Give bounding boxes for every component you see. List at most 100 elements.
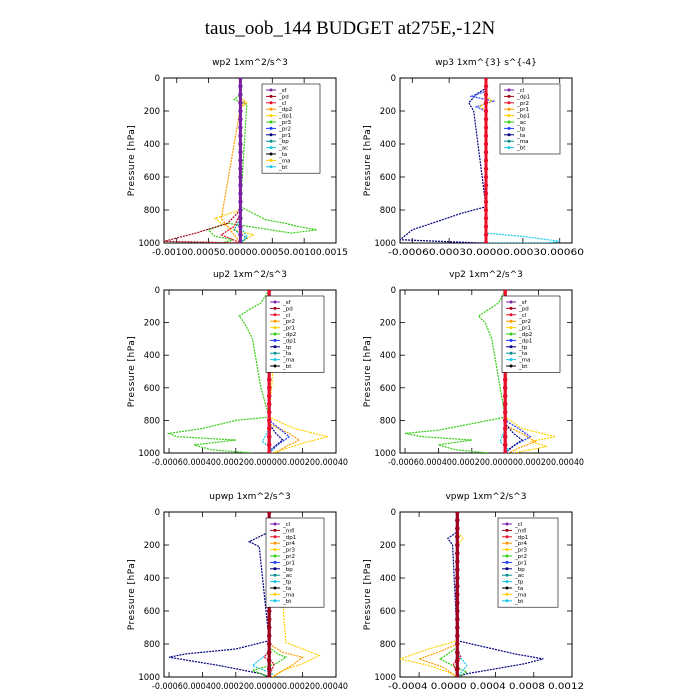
- legend-entry: _pr2: [514, 554, 527, 560]
- legend-marker: [509, 345, 513, 349]
- series-line-bt: [261, 290, 274, 453]
- series-marker: [455, 584, 460, 589]
- y-tick-label: 0: [155, 286, 160, 296]
- legend-entry: _pr3: [282, 548, 296, 554]
- series-marker: [455, 608, 460, 614]
- legend-entry: _sf: [518, 300, 528, 306]
- series-marker: [483, 133, 489, 138]
- legend-entry: _dp1: [278, 114, 292, 120]
- series-line-pr1: [404, 290, 506, 453]
- legend-marker: [273, 548, 277, 552]
- series-marker: [503, 401, 508, 407]
- y-tick-label: 600: [144, 607, 160, 617]
- series-marker: [238, 141, 243, 147]
- series-marker: [267, 418, 272, 423]
- series-marker: [455, 658, 460, 663]
- legend: _cl_dp1_pr2_pr1_bp1_ac_tp_ta_ma_bt: [499, 83, 561, 155]
- y-tick-label: 0: [391, 74, 396, 84]
- legend-entry: _ma: [282, 592, 294, 598]
- series-marker: [238, 232, 243, 237]
- legend-marker: [509, 332, 513, 336]
- legend-entry: _ma: [518, 358, 530, 364]
- legend-entry: _mfl: [514, 528, 527, 534]
- series-marker: [503, 393, 508, 399]
- series-marker: [238, 183, 243, 188]
- legend-marker: [507, 94, 511, 98]
- series-marker: [455, 600, 460, 605]
- series-marker: [455, 641, 460, 647]
- series-marker: [455, 534, 460, 539]
- series-marker: [483, 216, 489, 221]
- series-marker: [267, 658, 272, 663]
- legend-marker: [269, 94, 273, 98]
- legend-entry: _ma: [278, 158, 290, 164]
- legend-entry: _pd: [278, 94, 289, 100]
- y-tick-label: 800: [380, 416, 396, 426]
- series-marker: [267, 674, 272, 677]
- legend-entry: _pr1: [282, 560, 295, 566]
- legend-marker: [273, 306, 277, 310]
- series-line-bt: [239, 78, 248, 243]
- y-tick-label: 1000: [138, 449, 160, 459]
- x-tick-labels: -0.00060.00030.00000.00030.00060: [388, 248, 584, 258]
- legend-entry: _dp1: [514, 535, 528, 541]
- legend: _cl_mfl_dp1_pr4_pr3_pr2_pr1_bp_ac_tp_ta_…: [497, 517, 559, 608]
- legend: _sf_pd_cl_pr2_pr1_dp2_dp1_tp_ta_ma_bt: [501, 295, 561, 373]
- legend-marker: [509, 338, 513, 342]
- legend-entry: _pr1: [278, 133, 291, 139]
- legend-marker: [505, 573, 509, 577]
- series-marker: [455, 617, 460, 622]
- legend-marker: [509, 364, 513, 368]
- legend-marker: [273, 592, 277, 596]
- series-marker: [238, 117, 243, 122]
- legend-marker: [507, 126, 511, 130]
- legend-entry: _pr1: [282, 326, 295, 332]
- y-tick-label: 0: [391, 508, 396, 518]
- series-marker: [503, 377, 508, 382]
- y-tick-label: 200: [144, 319, 160, 329]
- series-marker: [238, 216, 243, 221]
- series-marker: [483, 158, 489, 163]
- legend-marker: [509, 306, 513, 310]
- y-tick-label: 200: [380, 541, 396, 551]
- legend-marker: [505, 560, 509, 564]
- x-tick-labels: -0.0004 0.0000 0.0004 0.0008 0.0012: [388, 682, 584, 692]
- series-marker: [483, 207, 489, 213]
- legend-entry: _ma: [514, 592, 526, 598]
- series-line-pr2: [213, 78, 255, 243]
- series-marker: [483, 92, 489, 97]
- series-line-pr2: [400, 512, 464, 677]
- legend-entry: _ta: [514, 586, 523, 592]
- legend-marker: [273, 332, 277, 336]
- panel-title: wp3 1xm^{3} s^{-4}: [435, 58, 537, 68]
- legend-entry: _bt: [516, 146, 526, 152]
- legend-entry: _cl: [282, 313, 291, 319]
- series-marker: [238, 240, 243, 243]
- legend-marker: [505, 528, 509, 532]
- series-marker: [455, 559, 460, 564]
- series-marker: [483, 141, 489, 147]
- legend-marker: [505, 580, 509, 584]
- legend-entry: _pr2: [516, 101, 529, 107]
- legend-entry: _ta: [278, 152, 287, 158]
- legend-marker: [505, 586, 509, 590]
- panel-3: up2 1xm^2/s^3 0 200 400 600 800 1000-0.00060.0…: [127, 270, 348, 468]
- figure-title: taus_oob_144 BUDGET at275E,-12N: [204, 18, 496, 39]
- y-tick-label: 400: [144, 140, 160, 150]
- series-line-pr1: [166, 290, 270, 453]
- legend-entry: _sf: [282, 300, 292, 306]
- series-marker: [455, 551, 460, 556]
- legend-entry: _pr1: [514, 560, 527, 566]
- legend: _sf_pd_cl_dp2_dp1_pr3_pr2_pr1_bp_ac_ta_m…: [261, 83, 321, 174]
- y-tick-label: 0: [155, 74, 160, 84]
- legend-marker: [507, 114, 511, 118]
- series-marker: [455, 512, 460, 515]
- panel-6: vpwp 1xm^2/s^3 0 200 400 600 800 1000-0.0004 0…: [363, 492, 584, 692]
- series-marker: [455, 526, 460, 531]
- legend-marker: [269, 101, 273, 105]
- legend-entry: _pr2: [282, 319, 295, 325]
- y-tick-label: 400: [380, 140, 396, 150]
- legend-marker: [507, 107, 511, 111]
- legend: _sf_pd_cl_pr2_pr1_dp2_dp1_tp_ta_ma_bt: [265, 295, 325, 373]
- legend-marker: [273, 319, 277, 323]
